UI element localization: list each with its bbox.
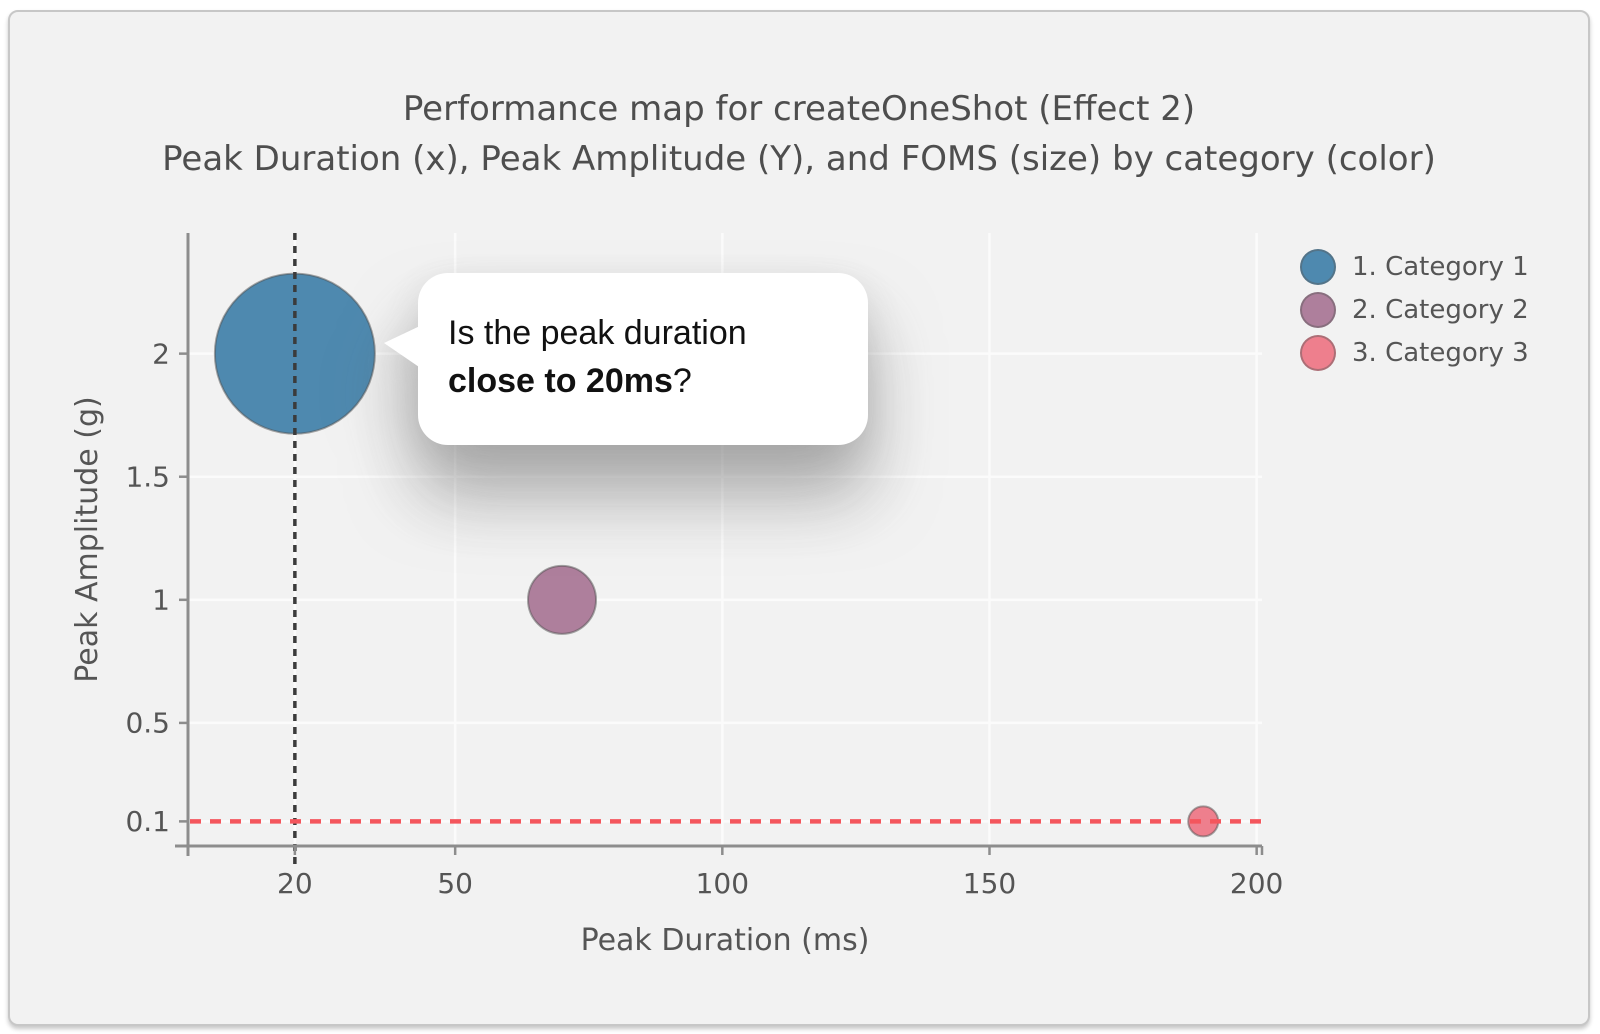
- callout-suffix: ?: [672, 362, 692, 400]
- y-tick-label: 0.5: [125, 707, 170, 740]
- x-tick-label: 150: [963, 867, 1016, 900]
- question-callout: Is the peak duration close to 20ms?: [384, 273, 868, 445]
- x-tick-label: 100: [696, 867, 749, 900]
- callout-bold-text: close to 20ms: [448, 362, 673, 400]
- legend-item-category-3[interactable]: 3. Category 3: [1300, 335, 1529, 371]
- callout-line-2: close to 20ms?: [448, 357, 838, 405]
- x-tick-label: 200: [1230, 867, 1283, 900]
- y-tick-label: 1.5: [125, 461, 170, 494]
- legend-swatch-category-3-icon: [1300, 335, 1336, 371]
- callout-line-1: Is the peak duration: [448, 314, 747, 352]
- chart-card: [8, 10, 1590, 1026]
- legend-label-category-1: 1. Category 1: [1352, 252, 1529, 282]
- legend-item-category-1[interactable]: 1. Category 1: [1300, 249, 1529, 285]
- x-axis-title: Peak Duration (ms): [581, 923, 870, 958]
- legend-label-category-2: 2. Category 2: [1352, 295, 1529, 325]
- bubble-category-2[interactable]: [527, 564, 598, 635]
- legend-swatch-category-2-icon: [1300, 292, 1336, 328]
- y-axis-title: Peak Amplitude (g): [70, 396, 105, 683]
- x-tick-label: 50: [437, 867, 473, 900]
- y-tick-label: 1: [152, 584, 170, 617]
- legend-label-category-3: 3. Category 3: [1352, 338, 1529, 368]
- x-tick-label: 20: [277, 867, 313, 900]
- y-tick-label: 2: [152, 337, 170, 370]
- legend-swatch-category-1-icon: [1300, 249, 1336, 285]
- chart-title: Performance map for createOneShot (Effec…: [402, 89, 1196, 129]
- legend: 1. Category 1 2. Category 2 3. Category …: [1300, 249, 1529, 378]
- chart-subtitle: Peak Duration (x), Peak Amplitude (Y), a…: [162, 139, 1436, 179]
- legend-item-category-2[interactable]: 2. Category 2: [1300, 292, 1529, 328]
- y-tick-label: 0.1: [125, 805, 170, 838]
- chart-header: Performance map for createOneShot (Effec…: [8, 84, 1590, 184]
